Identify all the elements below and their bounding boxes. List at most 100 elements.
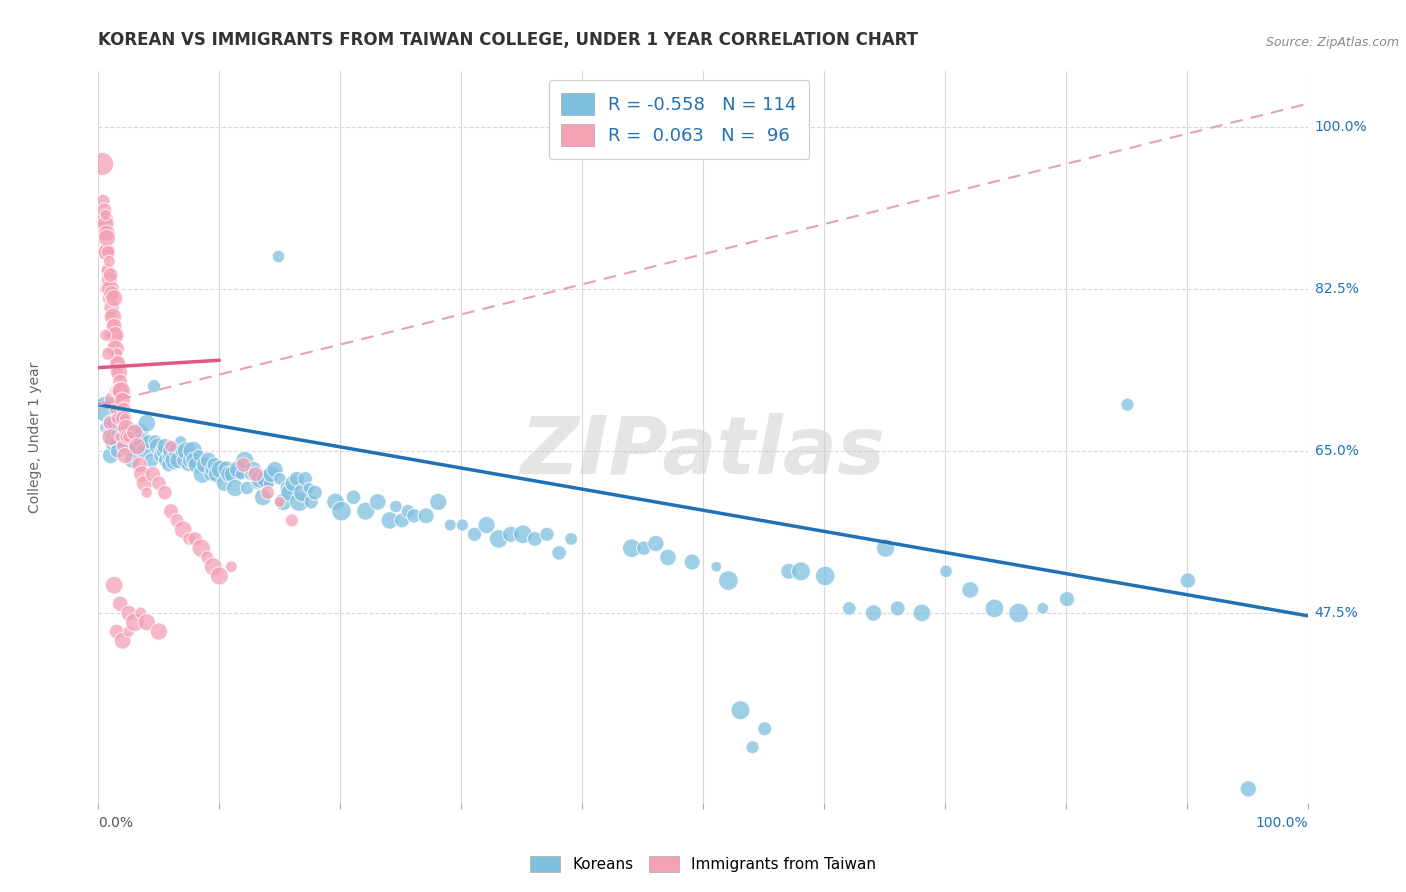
Point [111, 392, 134, 407]
Point [160, 439, 183, 453]
Point [160, 504, 183, 518]
Point [131, 467, 153, 482]
Point [181, 444, 204, 458]
Point [644, 536, 666, 550]
Point [911, 606, 934, 620]
Point [730, 703, 752, 717]
Point [110, 407, 132, 421]
Point [108, 416, 131, 430]
Point [536, 527, 558, 541]
Point [396, 504, 419, 518]
Point [108, 597, 131, 611]
Point [100, 310, 122, 324]
Point [208, 569, 231, 583]
Point [212, 476, 235, 491]
Point [959, 582, 981, 597]
Point [127, 439, 149, 453]
Point [304, 485, 326, 500]
Point [108, 384, 131, 398]
Point [391, 513, 413, 527]
Point [523, 532, 546, 546]
Point [131, 434, 153, 449]
Point [93, 227, 115, 241]
Point [264, 462, 287, 476]
Point [127, 439, 149, 453]
Point [165, 444, 187, 458]
Text: KOREAN VS IMMIGRANTS FROM TAIWAN COLLEGE, UNDER 1 YEAR CORRELATION CHART: KOREAN VS IMMIGRANTS FROM TAIWAN COLLEGE… [98, 31, 918, 49]
Point [186, 458, 208, 472]
Point [512, 527, 534, 541]
Point [94, 217, 117, 231]
Point [114, 430, 136, 444]
Point [94, 402, 117, 417]
Point [118, 425, 141, 440]
Point [143, 379, 166, 393]
Point [135, 485, 157, 500]
Point [96, 244, 118, 259]
Point [159, 449, 181, 463]
Point [236, 481, 259, 495]
Point [103, 578, 125, 592]
Point [143, 434, 166, 449]
Point [778, 565, 800, 579]
Point [114, 411, 136, 425]
Point [814, 569, 837, 583]
Point [249, 472, 271, 486]
Point [101, 318, 124, 333]
Point [153, 439, 176, 453]
Point [183, 453, 205, 467]
Point [100, 268, 122, 282]
Point [148, 624, 170, 639]
Point [155, 453, 177, 467]
Point [103, 291, 125, 305]
Point [330, 504, 353, 518]
Point [96, 263, 118, 277]
Point [115, 421, 138, 435]
Point [179, 453, 201, 467]
Point [134, 444, 156, 458]
Point [197, 453, 219, 467]
Point [141, 453, 163, 467]
Point [239, 467, 262, 482]
Point [129, 606, 152, 620]
Point [146, 439, 169, 453]
Point [105, 624, 128, 639]
Point [1237, 781, 1260, 796]
Point [233, 453, 256, 467]
Point [110, 384, 132, 398]
Point [177, 458, 200, 472]
Point [104, 342, 127, 356]
Point [218, 467, 240, 482]
Point [111, 434, 134, 449]
Point [103, 318, 125, 333]
Point [488, 532, 510, 546]
Point [173, 453, 195, 467]
Point [160, 444, 183, 458]
Point [269, 472, 291, 486]
Point [281, 513, 304, 527]
Point [1116, 398, 1139, 412]
Point [100, 301, 122, 315]
Point [135, 416, 157, 430]
Point [93, 203, 115, 218]
Point [1007, 606, 1029, 620]
Text: 0.0%: 0.0% [98, 816, 134, 830]
Point [657, 550, 679, 565]
Point [115, 421, 138, 435]
Point [548, 546, 571, 560]
Point [221, 559, 243, 574]
Point [120, 444, 142, 458]
Point [107, 411, 129, 425]
Point [101, 328, 124, 343]
Point [100, 416, 122, 430]
Point [104, 402, 127, 417]
Text: 65.0%: 65.0% [1315, 444, 1358, 458]
Point [276, 481, 298, 495]
Legend: Koreans, Immigrants from Taiwan: Koreans, Immigrants from Taiwan [522, 848, 884, 880]
Point [741, 740, 763, 755]
Point [94, 208, 117, 222]
Point [427, 495, 450, 509]
Point [111, 439, 134, 453]
Point [204, 458, 226, 472]
Point [94, 328, 117, 343]
